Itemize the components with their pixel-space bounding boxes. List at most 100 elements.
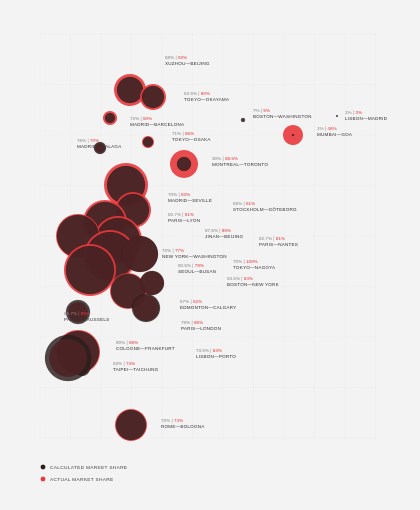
- label-separator: |: [190, 320, 194, 325]
- label-actual-value: 68.5%: [225, 156, 238, 161]
- label-separator: |: [240, 276, 244, 281]
- label-route-madrid-barcelona: MADRID—BARCELONA: [130, 122, 185, 127]
- bubble-calculated-paris-brussels: [65, 299, 91, 325]
- label-actual-value: 78%: [195, 263, 204, 268]
- label-share-lisbon-porto: 73.5% | 63%: [196, 348, 222, 353]
- bubble-calculated-taipei-taichung: [44, 334, 92, 382]
- label-calc-value: 1%: [345, 110, 352, 115]
- legend: CALCULATED MARKET SHARE ACTUAL MARKET SH…: [40, 464, 127, 483]
- label-calc-value: 82.7%: [168, 212, 181, 217]
- bubble-calculated-lisbon-madrid: [335, 114, 339, 118]
- label-actual-value: 70%: [90, 138, 99, 143]
- bubble-calculated-montreal-toronto: [176, 156, 192, 172]
- label-route-cologne-frankfurt: COLOGNE—FRANKFURT: [116, 346, 175, 351]
- label-actual-value: 91%: [185, 212, 194, 217]
- label-route-tokyo-nagoya: TOKYO—NAGOYA: [233, 265, 276, 270]
- label-calc-value: 1%: [317, 126, 324, 131]
- label-share-madrid-barcelona: 72% | 50%: [130, 116, 152, 121]
- label-share-jinan-beijing: 87.5% | 98%: [205, 228, 231, 233]
- label-separator: |: [174, 55, 178, 60]
- label-separator: |: [181, 212, 185, 217]
- label-separator: |: [197, 91, 201, 96]
- label-route-paris-lyon: PARIS—LYON: [168, 218, 200, 223]
- label-actual-value: 74%: [126, 361, 135, 366]
- label-separator: |: [77, 311, 81, 316]
- label-calc-value: 71%: [172, 131, 181, 136]
- bubble-calculated-madrid-malaga: [93, 141, 107, 155]
- label-route-lisbon-porto: LISBON—PORTO: [196, 354, 236, 359]
- label-calc-value: 65%: [233, 201, 242, 206]
- label-share-madrid-seville: 70% | 83%: [168, 192, 190, 197]
- bubble-calculated-xuzhou-beijing: [116, 76, 144, 104]
- label-route-stockholm-g-teborg: STOCKHOLM—GÖTEBORG: [233, 206, 297, 212]
- label-share-tokyo-nagoya: 70% | 100%: [233, 259, 258, 264]
- label-share-paris-lyon: 82.7% | 91%: [168, 212, 194, 217]
- label-share-paris-brussels: 89.7% | 85%: [64, 311, 90, 316]
- label-actual-value: 60%: [201, 91, 210, 96]
- label-share-tokyo-okayama: 53.5% | 60%: [184, 91, 210, 96]
- bubble-calculated-tokyo-okayama: [141, 85, 165, 109]
- label-route-montreal-toronto: MONTREAL—TORONTO: [212, 162, 268, 167]
- label-calc-value: 79%: [181, 320, 190, 325]
- label-calc-value: 80.5%: [178, 263, 191, 268]
- label-calc-value: 53.5%: [184, 91, 197, 96]
- label-separator: |: [125, 340, 129, 345]
- label-actual-value: 83%: [181, 192, 190, 197]
- label-share-montreal-toronto: 30% | 68.5%: [212, 156, 238, 161]
- label-separator: |: [170, 418, 174, 423]
- label-calc-value: 7%: [253, 108, 260, 113]
- label-route-madrid-seville: MADRID—SEVILLE: [168, 198, 212, 203]
- label-route-tokyo-osaka: TOKYO—OSAKA: [172, 137, 211, 142]
- label-actual-value: 46%: [327, 126, 336, 131]
- label-actual-value: 74%: [174, 418, 183, 423]
- label-actual-value: 85%: [81, 311, 90, 316]
- label-share-madrid-malaga: 76% | 70%: [77, 138, 99, 143]
- label-share-boston-new-york: 53.5% | 54%: [227, 276, 253, 281]
- label-separator: |: [272, 236, 276, 241]
- label-separator: |: [181, 131, 185, 136]
- label-share-seoul-busan: 80.5% | 78%: [178, 263, 204, 268]
- label-calc-value: 70%: [161, 418, 170, 423]
- label-route-rome-bologna: ROME—BOLOGNA: [161, 424, 205, 429]
- label-route-mumbai-goa: MUMBAI—GOA: [317, 132, 353, 137]
- label-separator: |: [177, 192, 181, 197]
- label-calc-value: 57%: [180, 299, 189, 304]
- label-share-lisbon-madrid: 1% | 3%: [345, 110, 362, 115]
- label-calc-value: 76%: [77, 138, 86, 143]
- label-route-edmonton-calgary: EDMONTON—CALGARY: [180, 305, 236, 310]
- label-share-paris-nantes: 82.7% | 81%: [259, 236, 285, 241]
- label-route-madrid-malaga: MADRID—MALAGA: [77, 144, 122, 149]
- label-share-boston-washington: 7% | 5%: [253, 108, 270, 113]
- label-route-seoul-busan: SEOUL—BUSAN: [178, 269, 216, 274]
- label-share-tokyo-osaka: 71% | 86%: [172, 131, 194, 136]
- bubble-calculated-tokyo-osaka: [142, 136, 154, 148]
- label-route-jinan-beijing: JINAN—BEIJING: [205, 234, 244, 239]
- label-calc-value: 93%: [113, 361, 122, 366]
- legend-calculated-swatch: [40, 464, 46, 470]
- label-share-xuzhou-beijing: 68% | 93%: [165, 55, 187, 60]
- label-share-mumbai-goa: 1% | 46%: [317, 126, 337, 131]
- label-actual-value: 5%: [263, 108, 270, 113]
- label-share-paris-london: 79% | 85%: [181, 320, 203, 325]
- label-actual-value: 54%: [244, 276, 253, 281]
- legend-actual-label: ACTUAL MARKET SHARE: [50, 477, 114, 483]
- label-actual-value: 81%: [276, 236, 285, 241]
- label-route-tokyo-okayama: TOKYO—OKAYAMA: [184, 97, 230, 102]
- chart-grid: [39, 33, 380, 440]
- label-calc-value: 53.5%: [227, 276, 240, 281]
- bubble-calculated-madrid-barcelona: [104, 112, 116, 124]
- label-separator: |: [139, 116, 143, 121]
- bubble-calculated-rome-bologna: [115, 409, 147, 441]
- label-share-new-york-washington: 70% | 77%: [162, 248, 184, 253]
- label-separator: |: [209, 348, 213, 353]
- bubble-calculated-paris-london: [131, 293, 161, 323]
- label-actual-value: 98%: [222, 228, 231, 233]
- label-separator: |: [122, 361, 126, 366]
- label-actual-value: 100%: [246, 259, 258, 264]
- label-route-paris-brussels: PARIS—BRUSSELS: [64, 317, 109, 322]
- label-share-taipei-taichung: 93% | 74%: [113, 361, 135, 366]
- label-actual-value: 63%: [213, 348, 222, 353]
- label-route-xuzhou-beijing: XUZHOU—BEIJING: [165, 61, 210, 66]
- label-route-paris-london: PARIS—LONDON: [181, 326, 221, 331]
- label-actual-value: 61%: [246, 201, 255, 206]
